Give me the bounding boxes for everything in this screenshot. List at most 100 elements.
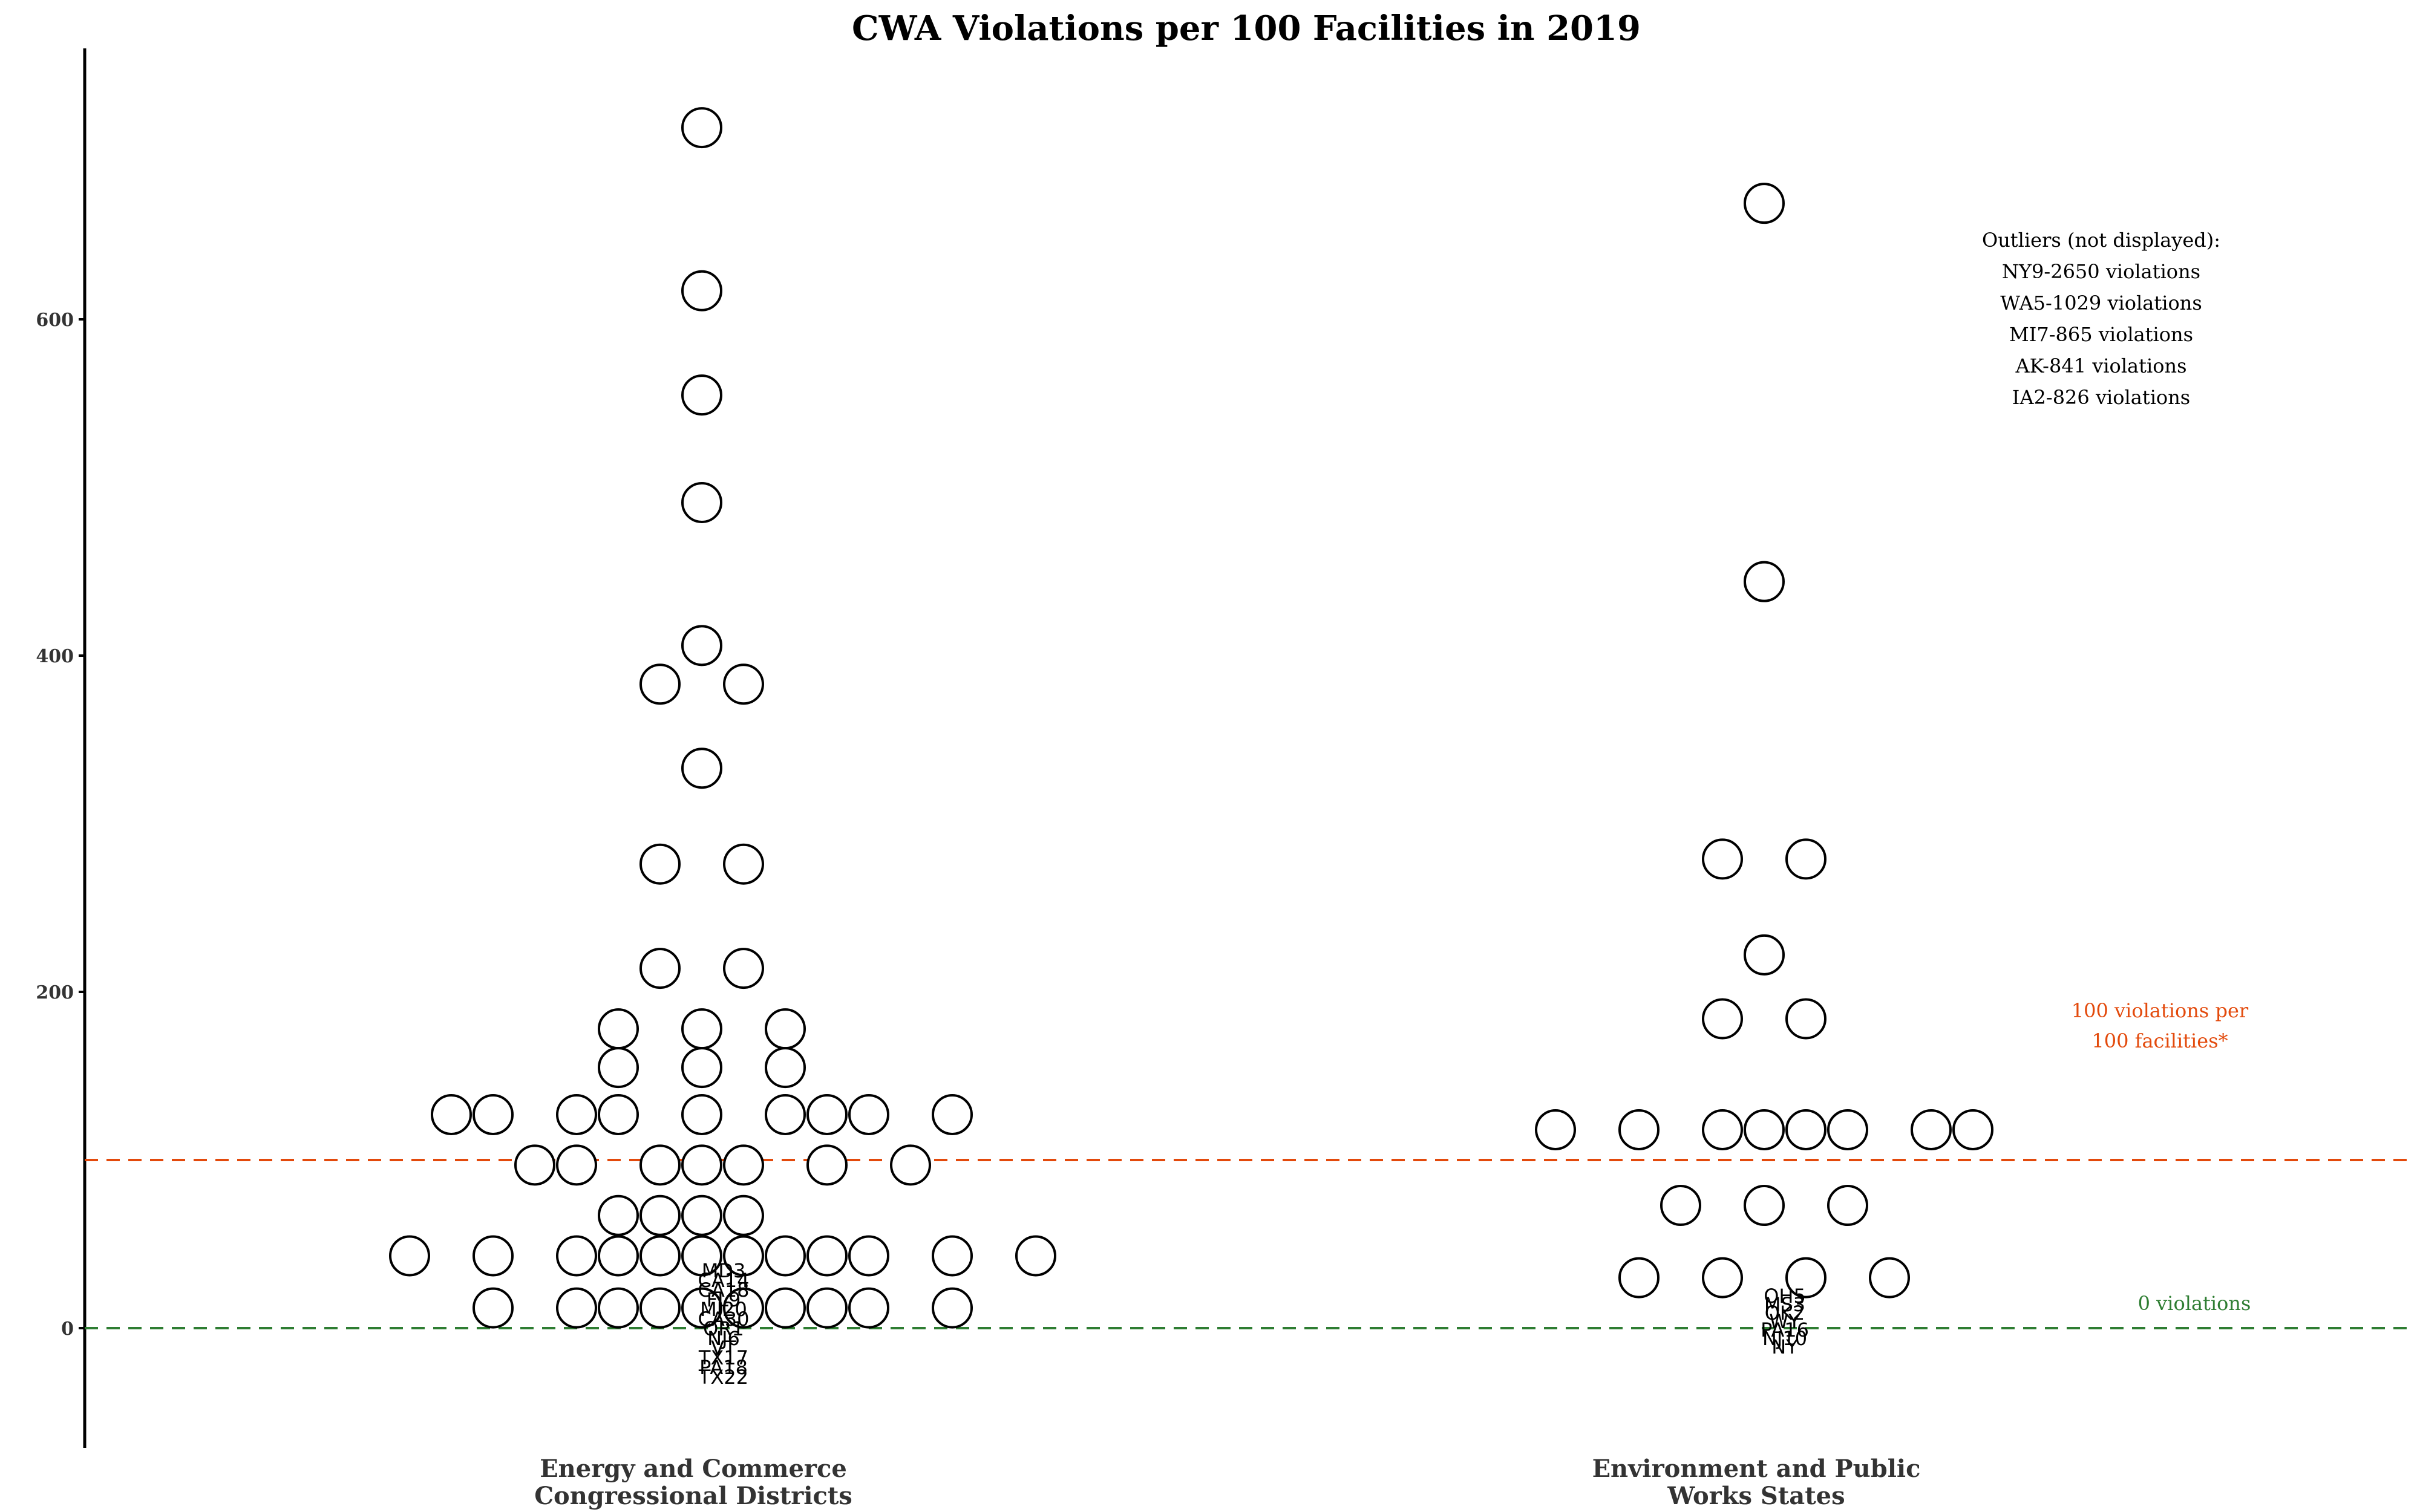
reference-label-100: 100 violations per 100 facilities* [2072,999,2249,1052]
data-point [1744,561,1785,602]
data-point [598,1093,639,1135]
data-point [1827,1185,1868,1227]
data-point [1785,838,1826,880]
data-point [723,663,764,705]
data-point [806,1287,848,1329]
data-point [681,1093,722,1135]
data-point [1618,1257,1660,1299]
data-point [765,1235,806,1277]
data-point [765,1008,806,1050]
data-point [681,374,722,416]
data-point [723,1287,764,1329]
data-point [806,1235,848,1277]
group-label-line1: Environment and Public [1592,1455,1921,1483]
data-point [723,1144,764,1186]
data-point [639,1235,681,1277]
chart-title: CWA Violations per 100 Facilities in 201… [852,8,1641,48]
point-label: CA14 [698,1269,750,1292]
data-point [681,1287,722,1329]
data-point [473,1093,514,1135]
data-point [1618,1109,1660,1150]
group-label-environment-public-works: Environment and Public Works States [1592,1455,1921,1510]
data-point [1785,1109,1826,1150]
data-point [1952,1109,1993,1150]
data-point [932,1093,973,1135]
data-point [723,948,764,989]
outliers-box: Outliers (not displayed): NY9-2650 viola… [1982,229,2220,409]
point-label: CA18 [698,1279,750,1302]
point-label: MD3 [702,1259,746,1282]
point-label: OH5 [1764,1285,1806,1308]
data-point [1744,1109,1785,1150]
y-tick-label: 400 [36,646,74,667]
data-point [848,1235,889,1277]
data-points [389,107,1993,1329]
data-point [1744,183,1785,224]
data-point [639,1194,681,1236]
data-point [639,1144,681,1186]
data-point [932,1235,973,1277]
data-point [639,663,681,705]
data-point [806,1144,848,1186]
point-label: NJ6 [707,1327,740,1350]
data-point [681,482,722,524]
data-point [598,1047,639,1089]
data-point [639,1287,681,1329]
group-label-line1: Energy and Commerce [540,1455,847,1483]
point-label: WY [1769,1310,1800,1333]
data-point [639,843,681,885]
data-point [1744,1185,1785,1227]
data-point [1702,1109,1743,1150]
data-point [1911,1109,1952,1150]
data-point [681,1144,722,1186]
group-label-line2: Congressional Districts [534,1482,852,1510]
y-tick-label: 0 [61,1318,74,1340]
group-label-energy-commerce: Energy and Commerce Congressional Distri… [534,1455,852,1510]
reference-label-line2: 100 facilities* [2091,1029,2228,1052]
data-point [765,1047,806,1089]
data-point [389,1235,430,1277]
data-point [598,1235,639,1277]
data-point [431,1093,472,1135]
reference-label-line1: 100 violations per [2072,999,2249,1022]
y-tick-label: 600 [36,310,74,331]
outlier-item: AK-841 violations [2015,354,2186,377]
data-point [1702,838,1743,880]
point-label: MS3 [1764,1293,1805,1316]
data-point [681,270,722,311]
point-label: OK2 [1765,1302,1805,1325]
reference-label-0: 0 violations [2138,1292,2251,1315]
data-point [1744,934,1785,976]
data-point [681,1235,722,1277]
data-point [848,1287,889,1329]
data-point [806,1093,848,1135]
data-point [514,1144,555,1186]
data-point [681,1047,722,1089]
data-point [1869,1257,1910,1299]
group-label-line2: Works States [1667,1482,1845,1510]
data-point [765,1093,806,1135]
data-point [473,1287,514,1329]
data-point [681,625,722,666]
data-point [681,1194,722,1236]
data-point [556,1144,597,1186]
data-point [1660,1185,1701,1227]
point-label: NY [1771,1335,1798,1358]
data-point [765,1287,806,1329]
reference-label-line1: 0 violations [2138,1292,2251,1315]
data-point [723,843,764,885]
y-axis-ticks: 0 200 400 600 [36,310,85,1340]
data-point [556,1093,597,1135]
data-point [932,1287,973,1329]
point-label: TX22 [698,1366,748,1389]
data-point [1015,1235,1056,1277]
reference-lines [85,1159,2411,1329]
data-point [1702,1257,1743,1299]
data-point [1827,1109,1868,1150]
data-point [556,1287,597,1329]
point-label: CA30 [698,1308,750,1331]
point-label: NJ10 [1762,1327,1807,1350]
outlier-item: MI7-865 violations [2009,323,2193,346]
point-labels: MD3CA14CA18FL9MI20CA30OR1NJ6VTTX17PA18TX… [698,1259,1809,1389]
data-point [681,1008,722,1050]
